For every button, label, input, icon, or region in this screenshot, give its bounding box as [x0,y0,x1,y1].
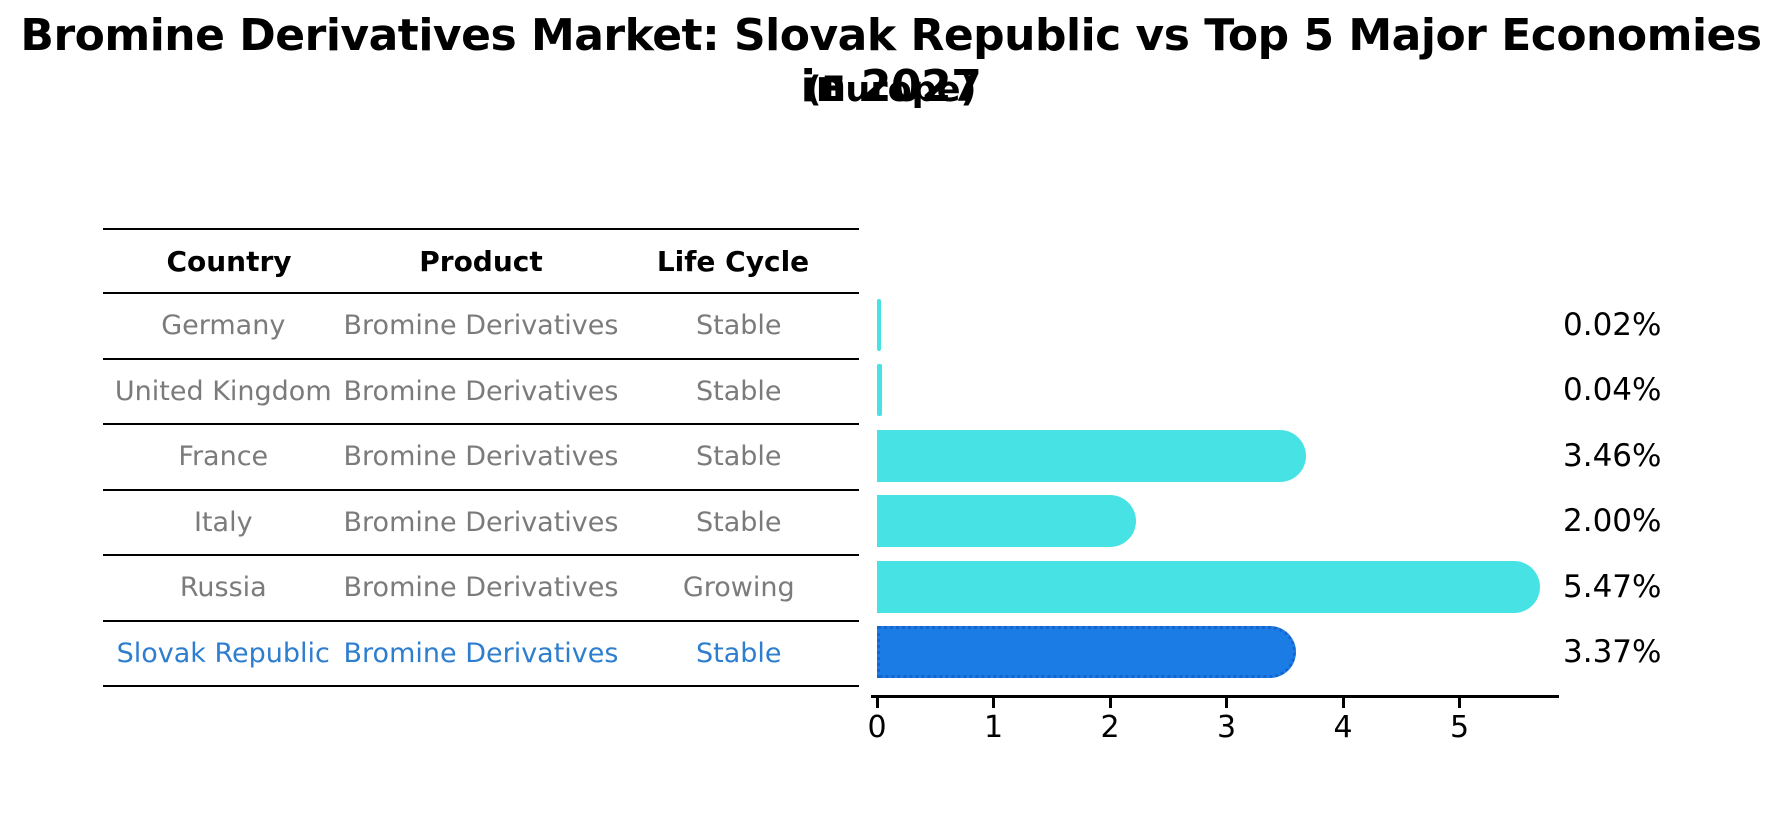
cell-country: Germany [161,310,286,342]
cell-life_cycle: Stable [695,637,782,669]
value-label: 0.04% [1563,372,1662,409]
value-label: 5.47% [1563,568,1662,605]
cell-life_cycle: Stable [695,506,782,538]
x-axis-tick-label: 0 [867,710,887,745]
x-axis-tick-mark [992,695,995,708]
x-axis-line [871,695,1559,698]
chart-subtitle: (Europe) [805,70,977,110]
column-header-product: Product [419,244,543,278]
table-row: Slovak Republic Bromine Derivatives Stable [103,619,859,686]
x-axis-tick-mark [875,695,879,708]
bar [877,560,1541,613]
table-row: United Kingdom Bromine Derivatives Stable [103,357,859,424]
x-axis-tick-mark [1458,695,1461,708]
x-axis-tick-label: 4 [1333,710,1353,745]
table-body: Germany Bromine Derivatives Stable United K… [103,292,859,685]
x-axis-tick-label: 3 [1216,710,1237,745]
x-axis-tick-mark [1225,695,1228,708]
x-axis-tick-mark [1108,695,1112,708]
country-table: Country Product Life Cycle Germany Bromine … [103,228,859,687]
cell-life_cycle: Stable [695,310,782,342]
bar [877,364,882,417]
bar [877,298,881,351]
cell-product: Bromine Derivatives [343,506,619,538]
value-label: 0.02% [1563,306,1662,343]
table-header-row: Country Product Life Cycle [103,230,859,292]
bar-highlight [877,626,1296,679]
cell-life_cycle: Stable [695,375,782,407]
bar [877,429,1307,482]
cell-country: Slovak Republic [116,637,330,669]
cell-product: Bromine Derivatives [343,441,619,473]
x-axis-tick-label: 1 [983,710,1004,745]
column-header-country: Country [166,244,292,278]
x-axis-tick-label: 2 [1100,710,1120,745]
value-label: 3.37% [1563,634,1662,671]
cell-country: Russia [179,572,267,604]
x-axis-tick-mark [1341,695,1345,708]
cell-life_cycle: Growing [682,572,795,604]
cell-product: Bromine Derivatives [343,637,619,669]
value-label: 3.46% [1563,437,1662,474]
table-row: Russia Bromine Derivatives Growing [103,554,859,620]
cell-product: Bromine Derivatives [343,310,619,342]
chart-title: Bromine Derivatives Market: Slovak Repub… [20,10,1762,112]
column-header-life-cycle: Life Cycle [656,244,810,278]
cell-country: United Kingdom [114,375,332,407]
cell-country: Italy [193,506,253,538]
cell-country: France [178,441,269,473]
value-label: 2.00% [1563,503,1662,540]
x-axis-tick-label: 5 [1449,710,1470,745]
bar [877,495,1136,548]
cell-product: Bromine Derivatives [343,375,619,407]
table-row: France Bromine Derivatives Stable [103,423,859,489]
table-row: Italy Bromine Derivatives Stable [103,488,859,555]
cell-product: Bromine Derivatives [343,572,619,604]
table-row: Germany Bromine Derivatives Stable [103,292,859,358]
cell-life_cycle: Stable [695,441,782,473]
